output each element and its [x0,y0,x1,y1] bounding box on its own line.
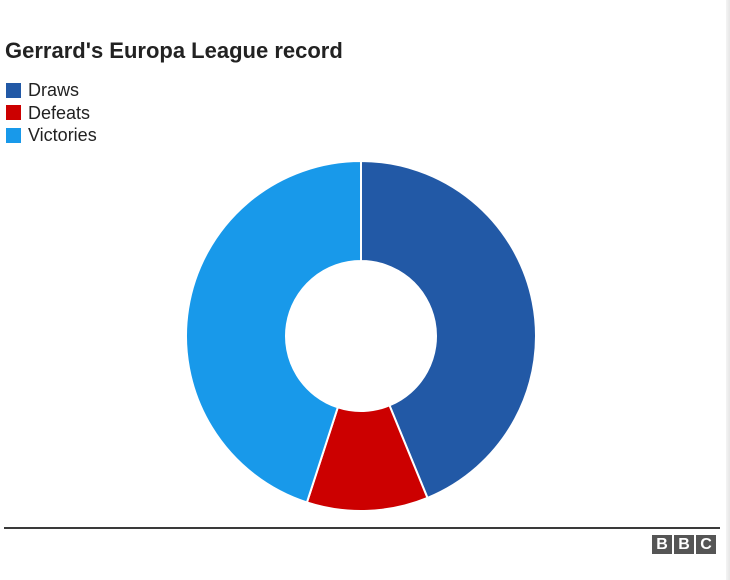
legend-swatch-draws [6,82,21,98]
page-edge [726,0,730,580]
bbc-logo-block: B [652,535,672,554]
legend-item-defeats: Defeats [6,102,97,125]
legend: Draws Defeats Victories [6,79,97,147]
legend-swatch-defeats [6,105,21,121]
legend-label-defeats: Defeats [28,102,91,123]
donut-slice-victories [185,159,362,504]
legend-label-draws: Draws [28,80,80,101]
bbc-logo-block: C [696,535,716,554]
footer-divider [4,527,720,529]
donut-slice-draws [360,159,537,500]
bbc-logo-block: B [674,535,694,554]
legend-swatch-victories [6,127,21,143]
legend-item-victories: Victories [6,124,97,147]
legend-label-victories: Victories [28,125,97,146]
bbc-logo: B B C [652,535,716,554]
legend-item-draws: Draws [6,79,97,102]
chart-title: Gerrard's Europa League record [5,38,343,63]
